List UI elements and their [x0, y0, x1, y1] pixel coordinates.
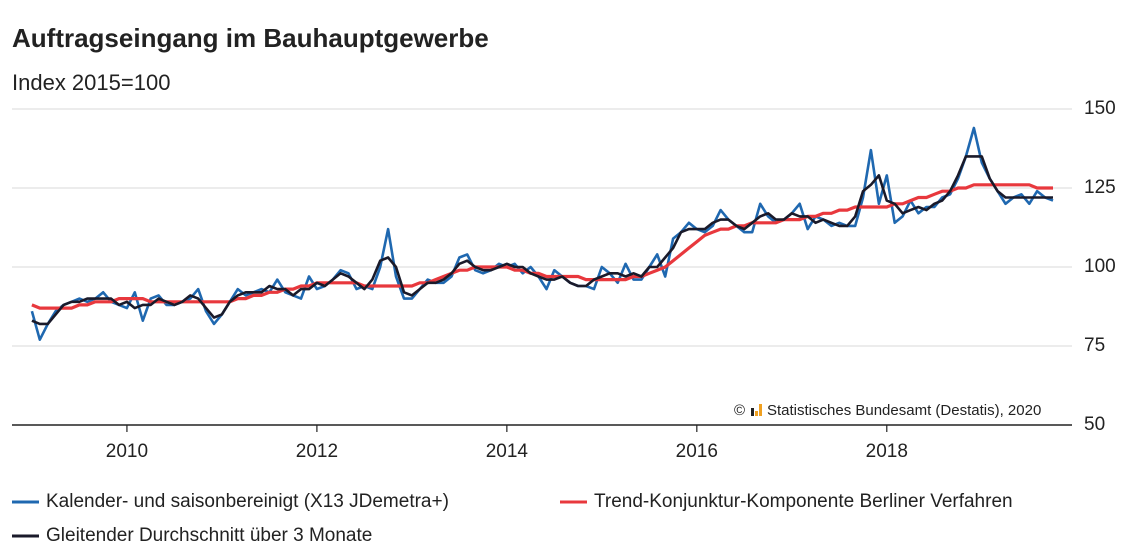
y-tick-label: 75 [1084, 335, 1105, 356]
y-tick-label: 50 [1084, 414, 1105, 435]
x-tick-label: 2016 [676, 441, 718, 462]
series-line [31, 155, 1053, 326]
series-line [30, 126, 1054, 341]
series-line [31, 183, 1053, 310]
x-tick-label: 2012 [296, 441, 338, 462]
x-tick-label: 2010 [106, 441, 148, 462]
x-tick-label: 2014 [486, 441, 529, 462]
chart-subtitle: Index 2015=100 [12, 70, 170, 95]
legend-label: Gleitender Durchschnitt über 3 Monate [46, 525, 372, 546]
legend-label: Kalender- und saisonbereinigt (X13 JDeme… [46, 491, 449, 512]
y-tick-label: 150 [1084, 98, 1116, 119]
legend-label: Trend-Konjunktur-Komponente Berliner Ver… [594, 491, 1013, 512]
chart-title: Auftragseingang im Bauhauptgewerbe [12, 23, 489, 53]
copyright-symbol: © [734, 402, 745, 419]
x-tick-label: 2018 [866, 441, 908, 462]
source-note: Statistisches Bundesamt (Destatis), 2020 [767, 402, 1041, 419]
source-icon [751, 404, 762, 416]
y-tick-label: 100 [1084, 256, 1116, 277]
y-tick-label: 125 [1084, 177, 1116, 198]
